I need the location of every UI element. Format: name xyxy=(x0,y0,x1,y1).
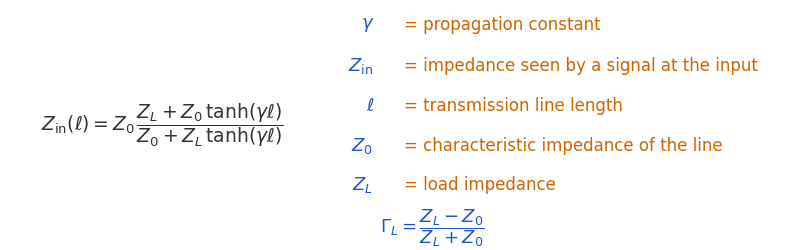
Text: = transmission line length: = transmission line length xyxy=(404,96,623,114)
Text: = characteristic impedance of the line: = characteristic impedance of the line xyxy=(404,136,723,154)
Text: = load impedance: = load impedance xyxy=(404,176,557,194)
Text: = impedance seen by a signal at the input: = impedance seen by a signal at the inpu… xyxy=(404,56,758,74)
Text: $Z_{\mathrm{in}}$: $Z_{\mathrm{in}}$ xyxy=(347,56,373,76)
Text: $\Gamma_L = \dfrac{Z_L - Z_0}{Z_L + Z_0}$: $\Gamma_L = \dfrac{Z_L - Z_0}{Z_L + Z_0}… xyxy=(380,207,485,248)
Text: $Z_0$: $Z_0$ xyxy=(351,136,373,156)
Text: $\ell$: $\ell$ xyxy=(366,96,374,114)
Text: $Z_L$: $Z_L$ xyxy=(352,174,373,195)
Text: $Z_{\mathrm{in}}(\ell) = Z_0\,\dfrac{Z_L + Z_0\,\mathrm{tanh}(\gamma\ell)}{Z_0 +: $Z_{\mathrm{in}}(\ell) = Z_0\,\dfrac{Z_L… xyxy=(41,101,284,149)
Text: = propagation constant: = propagation constant xyxy=(404,16,601,34)
Text: $\gamma$: $\gamma$ xyxy=(361,16,374,34)
